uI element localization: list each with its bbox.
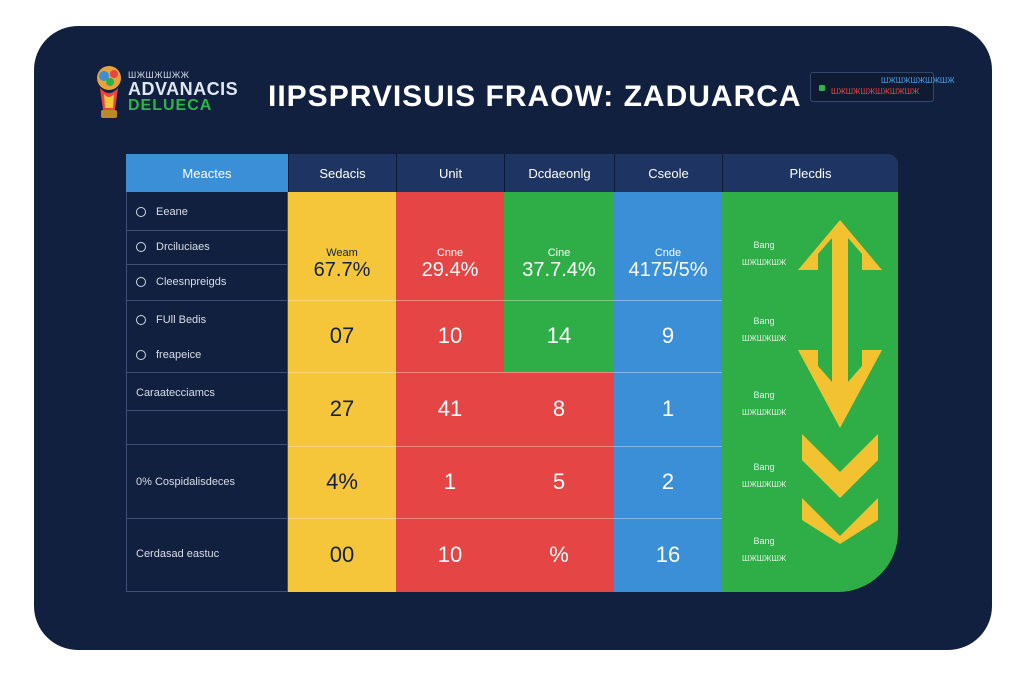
- brand-line-1: ШЖШЖШЖЖ: [128, 70, 190, 80]
- world-cup-trophy-icon: [97, 66, 121, 118]
- radio-icon[interactable]: [136, 242, 146, 252]
- pct-cell-1: Weam 67.7%: [313, 246, 371, 281]
- column-header-col4[interactable]: Cseole: [614, 154, 722, 192]
- radio-icon[interactable]: [136, 350, 146, 360]
- status-item: Bang ШЖШЖШЖ: [742, 462, 787, 489]
- status-item: Bang ШЖШЖШЖ: [742, 390, 787, 417]
- column-header-metrics[interactable]: Meactes: [126, 154, 288, 192]
- row-divider: [126, 264, 288, 265]
- up-down-arrow-icon: [798, 220, 882, 544]
- status-badge[interactable]: ШЖШЖШЖШЖШЖ ШЖШЖШЖШЖШЖШЖ: [810, 72, 955, 102]
- radio-icon[interactable]: [136, 315, 146, 325]
- row-divider: [126, 300, 288, 301]
- row-divider: [126, 230, 288, 231]
- row-label-1[interactable]: Eeane: [126, 194, 288, 230]
- row-label-2[interactable]: Drciluciaes: [126, 230, 288, 264]
- row-divider: [126, 372, 288, 373]
- column-header-col1[interactable]: Sedacis: [288, 154, 396, 192]
- data-column-4: [614, 192, 722, 592]
- pct-cell-2: Cnne 29.4%: [421, 246, 479, 281]
- row-label-column: [126, 192, 288, 592]
- row-label-6[interactable]: Caraatecciamcs: [136, 387, 215, 399]
- column-header-col2[interactable]: Unit: [396, 154, 504, 192]
- data-column-2: [396, 192, 504, 592]
- value-cell: 14: [546, 323, 572, 348]
- row-divider: [126, 444, 288, 445]
- value-cell: 27: [329, 396, 355, 421]
- value-cell: 16: [655, 542, 681, 567]
- status-item: Bang ШЖШЖШЖ: [742, 240, 787, 267]
- row-label-3[interactable]: Cleesnpreigds: [126, 264, 288, 300]
- value-cell: 1: [443, 469, 457, 494]
- badge-top-text: ШЖШЖШЖШЖШЖ: [881, 76, 955, 85]
- status-dot-icon: [819, 85, 825, 91]
- pct-cell-3: Cine 37.7.4%: [522, 246, 596, 281]
- column-header-status[interactable]: Plecdis: [722, 154, 898, 192]
- row-label-8[interactable]: 0% Cospidalisdeces: [136, 476, 236, 488]
- column-header-col3[interactable]: Dcdaeonlg: [504, 154, 614, 192]
- value-cell: 9: [661, 323, 675, 348]
- data-column-1: [288, 192, 396, 592]
- value-cell: 00: [329, 542, 355, 567]
- brand-block: ШЖШЖШЖЖ ADVANACIS DELUECA: [128, 70, 248, 114]
- value-cell: 07: [329, 323, 355, 348]
- status-item: Bang ШЖШЖШЖ: [742, 316, 787, 343]
- value-cell: 10: [437, 542, 463, 567]
- row-label-5[interactable]: freapeice: [126, 338, 288, 372]
- value-cell: 4%: [326, 469, 358, 494]
- value-cell: 5: [552, 469, 566, 494]
- grid-line: [288, 518, 722, 519]
- brand-line-2: ADVANACIS: [128, 79, 239, 99]
- data-column-3-highlight: [504, 192, 614, 372]
- radio-icon[interactable]: [136, 207, 146, 217]
- value-cell: 41: [437, 396, 463, 421]
- chevron-down-icon: [802, 498, 878, 544]
- row-divider: [126, 410, 288, 411]
- grid-line: [288, 372, 722, 373]
- badge-bottom-text: ШЖШЖШЖШЖШЖШЖ: [831, 87, 920, 96]
- value-cell: 8: [552, 396, 566, 421]
- page-title: IIPSPRVISUIS FRAOW: ZADUARCA: [268, 80, 802, 113]
- value-cell: 10: [437, 323, 463, 348]
- pct-cell-4: Cnde 4175/5%: [628, 246, 708, 281]
- brand-line-3: DELUECA: [128, 97, 213, 114]
- grid-line: [288, 446, 722, 447]
- row-label-9[interactable]: Cerdasad eastuc: [136, 548, 220, 560]
- value-cell: 1: [661, 396, 675, 421]
- status-item: Bang ШЖШЖШЖ: [742, 536, 787, 563]
- value-cell: %: [549, 542, 569, 567]
- row-label-4[interactable]: FUll Bedis: [126, 302, 288, 338]
- row-divider: [126, 518, 288, 519]
- value-cell: 2: [661, 469, 675, 494]
- radio-icon[interactable]: [136, 277, 146, 287]
- grid-line: [288, 300, 722, 301]
